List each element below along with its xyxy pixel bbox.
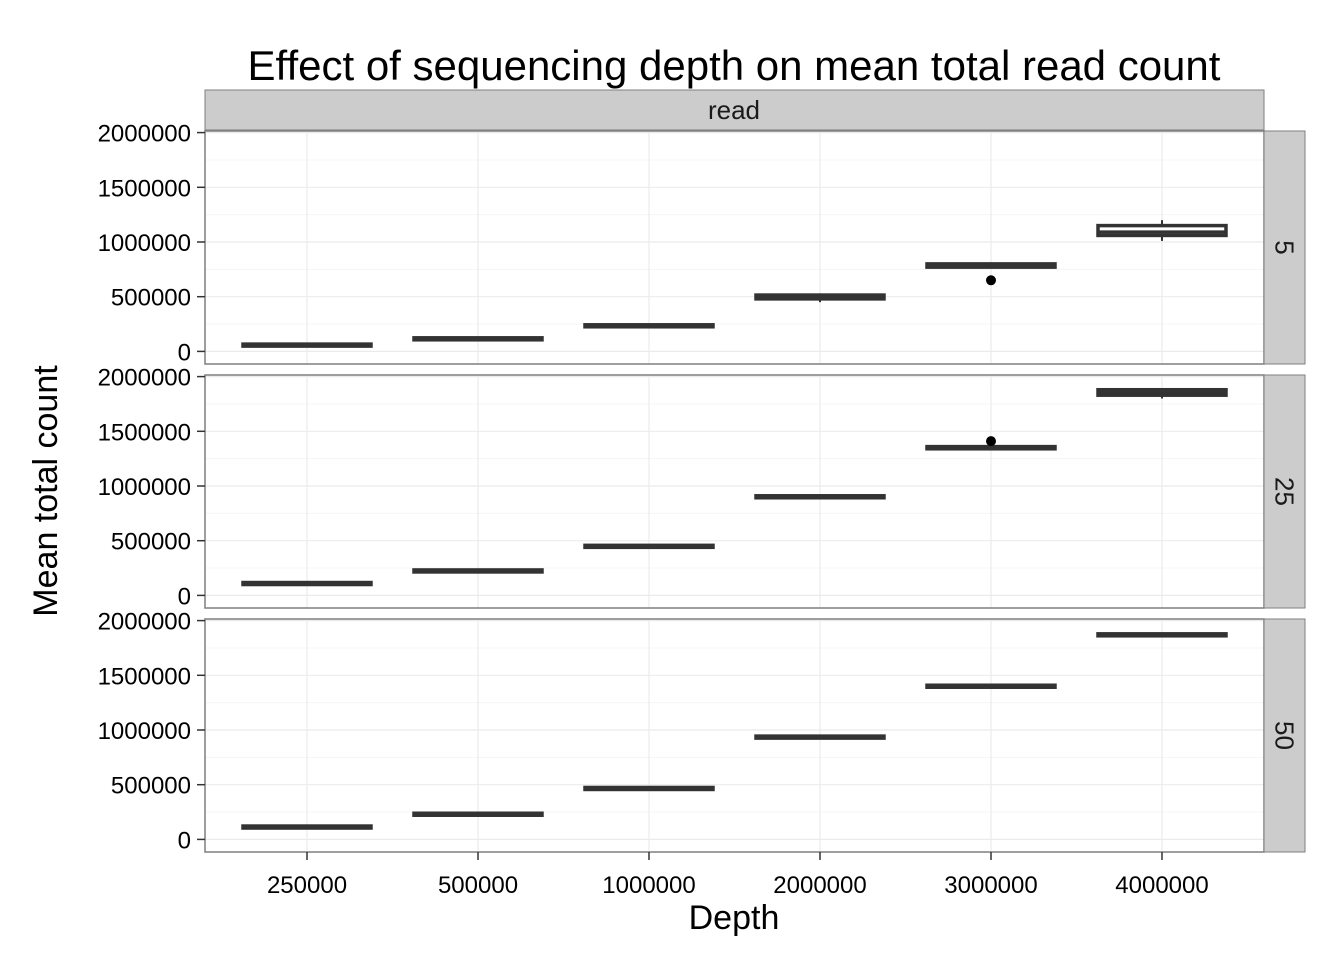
row-strip-label: 5	[1270, 240, 1300, 254]
panel-background	[205, 619, 1264, 852]
box-4000000	[1096, 632, 1228, 638]
y-tick-label: 1000000	[98, 474, 191, 501]
x-tick-label: 1000000	[602, 872, 695, 899]
y-tick-label: 1000000	[98, 718, 191, 745]
box-1000000	[583, 785, 715, 792]
row-strip-background	[1263, 130, 1306, 365]
x-axis: 250000 500000 1000000 2000000 3000000 4000000	[267, 852, 1209, 899]
box-2000000	[754, 293, 886, 303]
y-tick-label: 1500000	[98, 663, 191, 690]
facet-panel-25: 25 0 500000 1000000 1500000 2000000	[98, 365, 1306, 610]
y-tick-label: 500000	[111, 529, 191, 556]
box-250000	[241, 824, 373, 830]
y-tick-label: 2000000	[98, 609, 191, 636]
y-tick-label: 500000	[111, 285, 191, 312]
y-tick-label: 1000000	[98, 230, 191, 257]
facet-panel-5: 5 0 500000 1000000 1500000 2000000	[98, 121, 1306, 366]
box-2000000	[754, 734, 886, 740]
y-tick-label: 0	[178, 583, 191, 610]
column-strip: read	[204, 89, 1265, 131]
box-500000	[412, 568, 544, 574]
box-4000000	[1096, 220, 1228, 241]
panel-background	[205, 131, 1264, 364]
y-tick-label: 500000	[111, 773, 191, 800]
x-tick-label: 2000000	[773, 872, 866, 899]
box-3000000	[925, 436, 1057, 451]
x-axis-title: Depth	[689, 899, 780, 937]
x-tick-label: 250000	[267, 872, 347, 899]
x-tick-label: 3000000	[944, 872, 1037, 899]
x-tick-label: 4000000	[1115, 872, 1208, 899]
y-tick-label: 0	[178, 827, 191, 854]
row-strip-background	[1263, 374, 1306, 609]
row-strip-label: 50	[1270, 721, 1300, 750]
outlier-point	[986, 436, 996, 447]
box-2000000	[754, 494, 886, 500]
facet-panel-50: 50 0 500000 1000000 1500000 2000000	[98, 609, 1306, 854]
box-3000000	[925, 262, 1057, 286]
outlier-point	[986, 275, 996, 286]
box-1000000	[583, 543, 715, 550]
box-1000000	[583, 323, 715, 329]
y-tick-label: 2000000	[98, 121, 191, 148]
y-tick-label: 0	[178, 339, 191, 366]
chart-title: Effect of sequencing depth on mean total…	[248, 42, 1221, 89]
box-250000	[241, 580, 373, 587]
column-strip-background	[204, 89, 1265, 131]
box-500000	[412, 811, 544, 817]
y-axis-title: Mean total count	[27, 365, 65, 617]
column-strip-label: read	[708, 95, 760, 125]
y-tick-label: 1500000	[98, 419, 191, 446]
box-4000000	[1096, 387, 1228, 399]
row-strip-label: 25	[1270, 477, 1300, 506]
x-tick-label: 500000	[438, 872, 518, 899]
box-3000000	[925, 683, 1057, 689]
panel-background	[205, 375, 1264, 608]
box-500000	[412, 336, 544, 342]
box-250000	[241, 342, 373, 348]
y-tick-label: 2000000	[98, 365, 191, 392]
row-strip-background	[1263, 618, 1306, 853]
facet-panels: 5050000010000001500000200000025050000010…	[98, 121, 1306, 854]
y-tick-label: 1500000	[98, 175, 191, 202]
